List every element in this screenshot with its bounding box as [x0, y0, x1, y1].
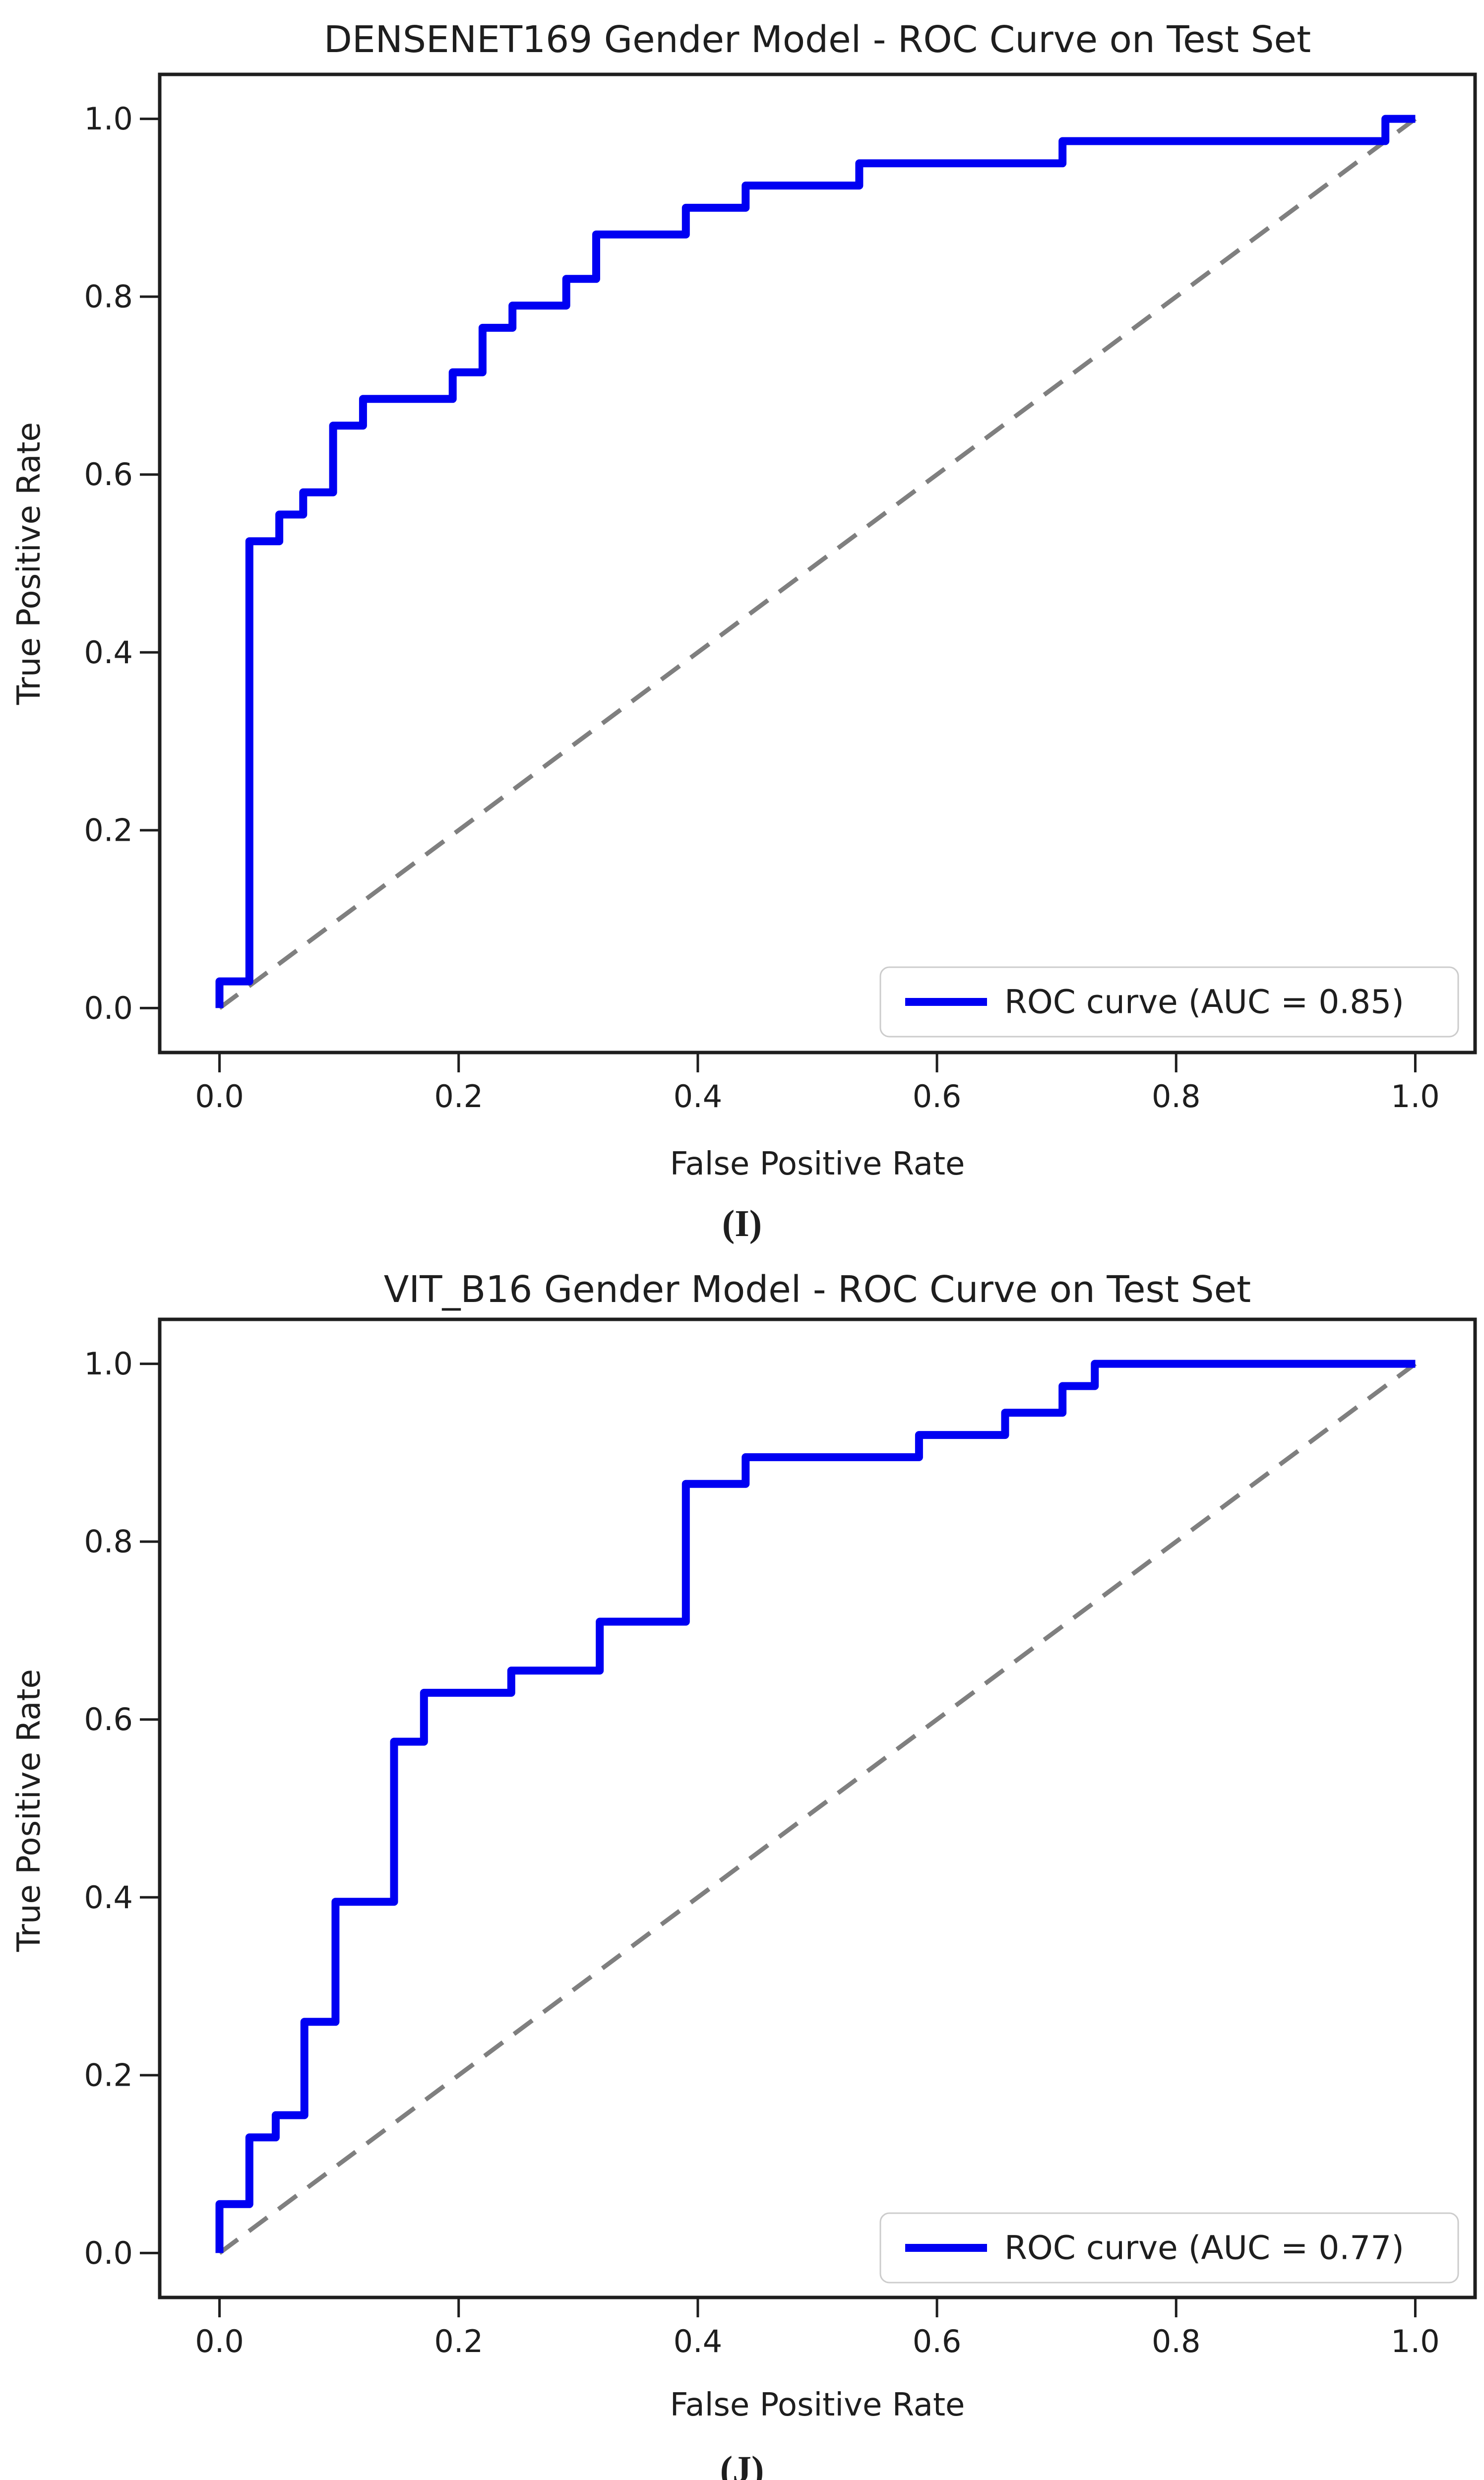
y-tick-label: 0.4 [84, 1879, 133, 1916]
roc-curve-path [215, 115, 1416, 1008]
roc-chart-vit-b16: VIT_B16 Gender Model - ROC Curve on Test… [0, 1245, 1484, 2480]
x-tick-label: 0.4 [674, 2323, 723, 2359]
y-tick-label: 0.0 [84, 990, 133, 1026]
x-axis-label: False Positive Rate [670, 2387, 965, 2423]
legend: ROC curve (AUC = 0.85) [879, 966, 1459, 1038]
y-tick-label: 0.2 [84, 2057, 133, 2093]
y-tick-label: 0.6 [84, 1701, 133, 1737]
legend-box [879, 2212, 1459, 2284]
x-tick-label: 0.0 [195, 2323, 244, 2359]
legend-label: ROC curve (AUC = 0.77) [1004, 2229, 1404, 2267]
subfigure-caption: (I) [722, 1203, 762, 1244]
x-tick-label: 0.2 [434, 2323, 483, 2359]
plot-area: 0.0 0.2 0.4 0.6 0.8 1.0 0.0 0.2 0.4 0.6 0.8 1.0 [84, 72, 1477, 1115]
x-tick-label: 0.2 [434, 1078, 483, 1115]
y-tick-label: 1.0 [84, 1346, 133, 1382]
x-tick-label: 1.0 [1391, 2323, 1440, 2359]
y-tick-label: 0.8 [84, 279, 133, 315]
y-axis-label: True Positive Rate [11, 422, 48, 705]
chart-title: VIT_B16 Gender Model - ROC Curve on Test… [384, 1268, 1251, 1311]
chance-diagonal-line [218, 1362, 1417, 2255]
chart-title: DENSENET169 Gender Model - ROC Curve on … [324, 18, 1311, 61]
y-tick-label: 0.4 [84, 634, 133, 671]
x-axis-label: False Positive Rate [670, 1146, 965, 1182]
plot-box [158, 72, 1477, 1054]
subfigure-caption: (J) [720, 2449, 764, 2480]
legend-box [879, 966, 1459, 1038]
legend: ROC curve (AUC = 0.77) [879, 2212, 1459, 2284]
x-tick-label: 0.6 [913, 2323, 962, 2359]
x-tick-label: 0.8 [1152, 1078, 1201, 1115]
y-axis-label: True Positive Rate [11, 1669, 48, 1952]
y-tick-label: 0.2 [84, 812, 133, 848]
roc-curve-path [215, 1360, 1416, 2253]
y-tick-label: 1.0 [84, 101, 133, 137]
x-tick-label: 1.0 [1391, 1078, 1440, 1115]
x-tick-label: 0.0 [195, 1078, 244, 1115]
plot-box [158, 1317, 1477, 2299]
roc-chart-densenet169: DENSENET169 Gender Model - ROC Curve on … [11, 18, 1477, 1244]
chance-diagonal-line [218, 117, 1417, 1010]
y-tick-label: 0.8 [84, 1524, 133, 1560]
y-tick-label: 0.0 [84, 2235, 133, 2271]
y-tick-label: 0.6 [84, 456, 133, 493]
x-tick-label: 0.6 [913, 1078, 962, 1115]
x-tick-label: 0.4 [674, 1078, 723, 1115]
plot-area: 0.0 0.2 0.4 0.6 0.8 1.0 0.0 0.2 0.4 0.6 0.8 1.0 [84, 1317, 1477, 2359]
x-tick-label: 0.8 [1152, 2323, 1201, 2359]
legend-label: ROC curve (AUC = 0.85) [1004, 983, 1404, 1021]
